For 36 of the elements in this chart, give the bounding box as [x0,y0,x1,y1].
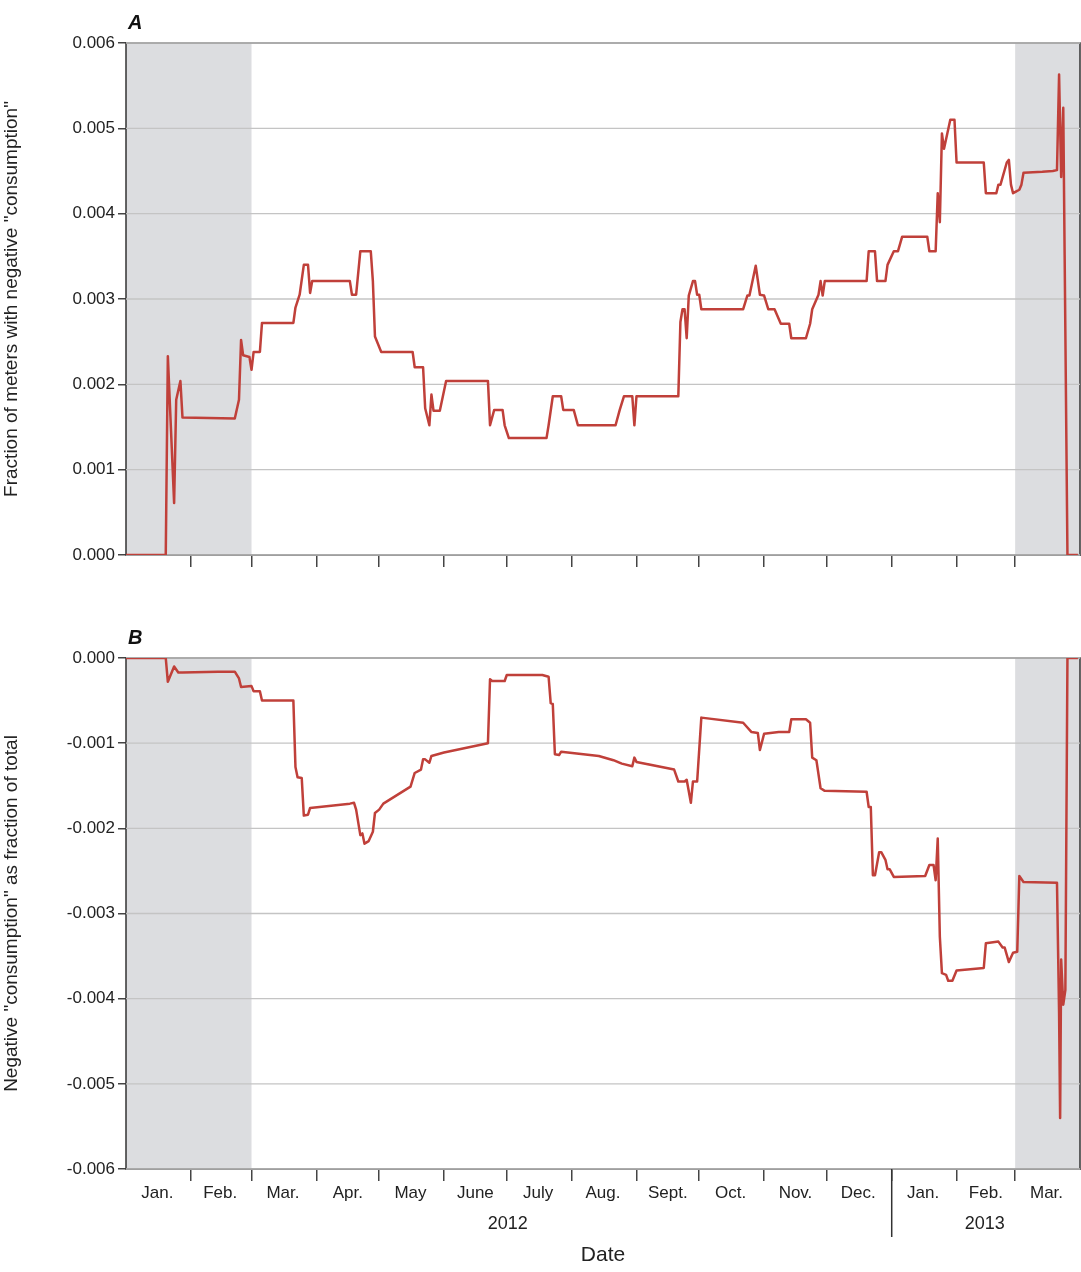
text: 2013 [964,1212,1005,1233]
y-tick-label: 0.003 [72,288,115,308]
x-tick-label: May [394,1182,428,1202]
y-tick-label: 0.000 [72,647,115,667]
x-tick-label: June [456,1182,494,1202]
y-tick-label: 0.002 [72,374,115,394]
x-tick-label: Aug. [585,1182,621,1202]
y-tick-label: 0.000 [72,544,115,564]
x-tick-label: Apr. [332,1182,363,1202]
text: 2012 [487,1212,528,1233]
y-tick-label: 0.006 [72,32,115,52]
y-tick-label: -0.001 [66,732,115,752]
y-tick-label: 0.005 [72,118,115,138]
x-tick-label: Feb. [968,1182,1003,1202]
x-tick-label: Mar. [266,1182,300,1202]
chart-title: A [127,10,143,33]
y-axis-title: Fraction of meters with negative "consumption" [0,101,21,497]
y-tick-label: 0.004 [72,203,115,223]
x-tick-label: July [523,1182,554,1202]
x-tick-label: Nov. [778,1182,813,1202]
y-tick-label: -0.005 [66,1073,115,1093]
x-tick-label: Jan. [141,1182,174,1202]
x-tick-label: Oct. [715,1182,747,1202]
x-tick-label: Dec. [840,1182,876,1202]
y-tick-label: -0.004 [66,988,115,1008]
x-tick-label: Mar. [1030,1182,1064,1202]
chart-title: B [128,625,143,648]
y-tick-label: -0.003 [66,903,115,923]
y-tick-label: 0.001 [72,459,115,479]
y-tick-label: -0.002 [66,818,115,838]
x-axis-title: Date [580,1242,626,1266]
x-tick-label: Sept. [648,1182,688,1202]
x-tick-label: Feb. [203,1182,238,1202]
x-tick-label: Jan. [907,1182,940,1202]
y-axis-title: Negative "consumption" as fraction of total [0,735,21,1092]
y-tick-label: -0.006 [66,1158,115,1178]
